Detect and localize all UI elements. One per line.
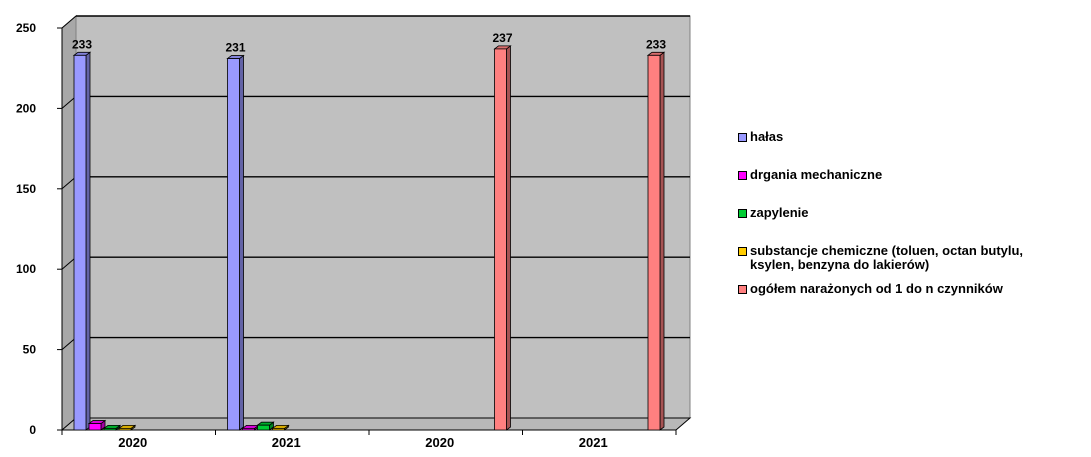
legend-item-substancje: substancje chemiczne (toluen, octan buty… [738, 244, 1088, 272]
legend-swatch-drgania [738, 171, 747, 180]
data-label: 237 [492, 31, 512, 45]
data-label: 231 [225, 41, 245, 55]
plot-back-wall [75, 15, 691, 419]
legend-label-halas: hałas [750, 129, 784, 144]
legend-swatch-substancje [738, 247, 747, 256]
bar [647, 54, 661, 431]
legend-swatch-halas [738, 133, 747, 142]
legend-item-halas: hałas [738, 130, 1088, 144]
legend: hałas drgania mechaniczne zapylenie subs… [738, 130, 1088, 320]
legend-swatch-ogolem [738, 285, 747, 294]
y-tick-label: 150 [16, 182, 36, 196]
bar [73, 54, 87, 431]
x-tick-label: 2020 [425, 435, 454, 450]
bar [242, 427, 255, 431]
bar [103, 427, 117, 431]
bar [494, 48, 507, 431]
y-tick-label: 50 [23, 343, 37, 357]
bar-side [239, 54, 244, 431]
bar-side [506, 45, 511, 431]
legend-label-zapylenie: zapylenie [750, 205, 809, 220]
y-tick-label: 200 [16, 101, 36, 115]
legend-label-substancje: substancje chemiczne (toluen, octan buty… [750, 243, 1024, 258]
y-tick-label: 100 [16, 262, 36, 276]
legend-item-zapylenie: zapylenie [738, 206, 1088, 220]
bar [118, 427, 132, 431]
y-tick-label: 250 [16, 21, 36, 35]
legend-item-drgania: drgania mechaniczne [738, 168, 1088, 182]
legend-label-drgania: drgania mechaniczne [750, 167, 883, 182]
x-tick-label: 2021 [272, 435, 301, 450]
plot-floor [60, 417, 692, 431]
data-label: 233 [72, 37, 92, 51]
bar-side [659, 51, 665, 431]
x-tick-label: 2021 [579, 435, 608, 450]
bar [272, 427, 285, 431]
legend-label-ogolem: ogółem narażonych od 1 do n czynników [750, 281, 1003, 296]
bar-side [85, 51, 91, 431]
legend-swatch-zapylenie [738, 209, 747, 218]
legend-label-substancje-line2: ksylen, benzyna do lakierów) [750, 257, 930, 272]
bar [88, 423, 102, 431]
y-tick-label: 0 [29, 423, 36, 437]
gridline-side [61, 15, 77, 29]
bar [257, 424, 270, 431]
bar [227, 58, 240, 431]
x-tick-label: 2020 [118, 435, 147, 450]
data-label: 233 [646, 37, 666, 51]
legend-item-ogolem: ogółem narażonych od 1 do n czynników [738, 282, 1088, 296]
